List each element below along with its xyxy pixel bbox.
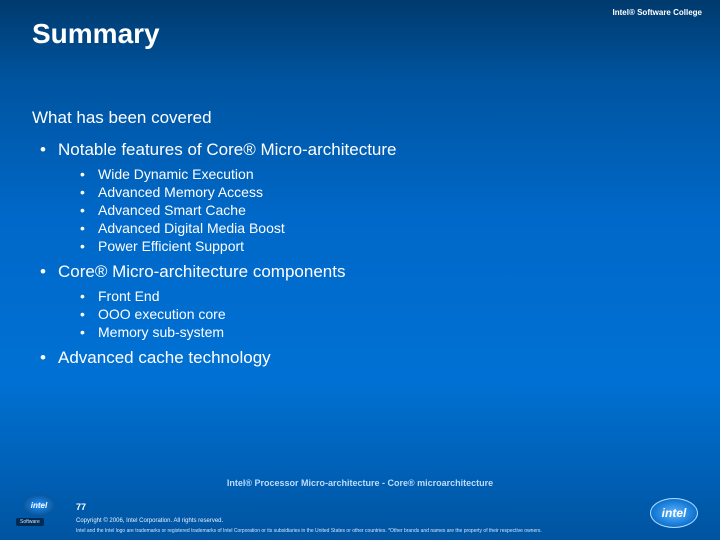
footer-bar: intel Software 77 Copyright © 2006, Inte… [0,492,720,540]
section-heading: Advanced cache technology [58,348,271,367]
section-heading: Notable features of Core® Micro-architec… [58,140,397,159]
section-item: Notable features of Core® Micro-architec… [40,140,688,254]
footer-title: Intel® Processor Micro-architecture - Co… [0,478,720,488]
bullet-list-level1: Notable features of Core® Micro-architec… [32,140,688,368]
list-item: Wide Dynamic Execution [80,166,688,182]
software-badge: Software [16,518,44,526]
list-item: Front End [80,288,688,304]
bullet-list-level2: Front End OOO execution core Memory sub-… [58,288,688,340]
slide: Intel® Software College Summary What has… [0,0,720,540]
slide-body: What has been covered Notable features o… [32,108,688,372]
list-item: Memory sub-system [80,324,688,340]
list-item: OOO execution core [80,306,688,322]
list-item: Power Efficient Support [80,238,688,254]
bullet-list-level2: Wide Dynamic Execution Advanced Memory A… [58,166,688,254]
list-item: Advanced Smart Cache [80,202,688,218]
header-label: Intel® Software College [613,8,702,17]
list-item: Advanced Memory Access [80,184,688,200]
section-item: Core® Micro-architecture components Fron… [40,262,688,340]
list-item: Advanced Digital Media Boost [80,220,688,236]
section-item: Advanced cache technology [40,348,688,368]
legal-text: Intel and the Intel logo are trademarks … [76,528,620,534]
page-number: 77 [76,502,86,512]
copyright-text: Copyright © 2006, Intel Corporation. All… [76,518,223,524]
section-heading: Core® Micro-architecture components [58,262,345,281]
slide-title: Summary [32,18,160,50]
subheading: What has been covered [32,108,688,128]
intel-logo-right-icon: intel [650,498,698,528]
intel-logo-left-icon: intel [22,494,56,516]
